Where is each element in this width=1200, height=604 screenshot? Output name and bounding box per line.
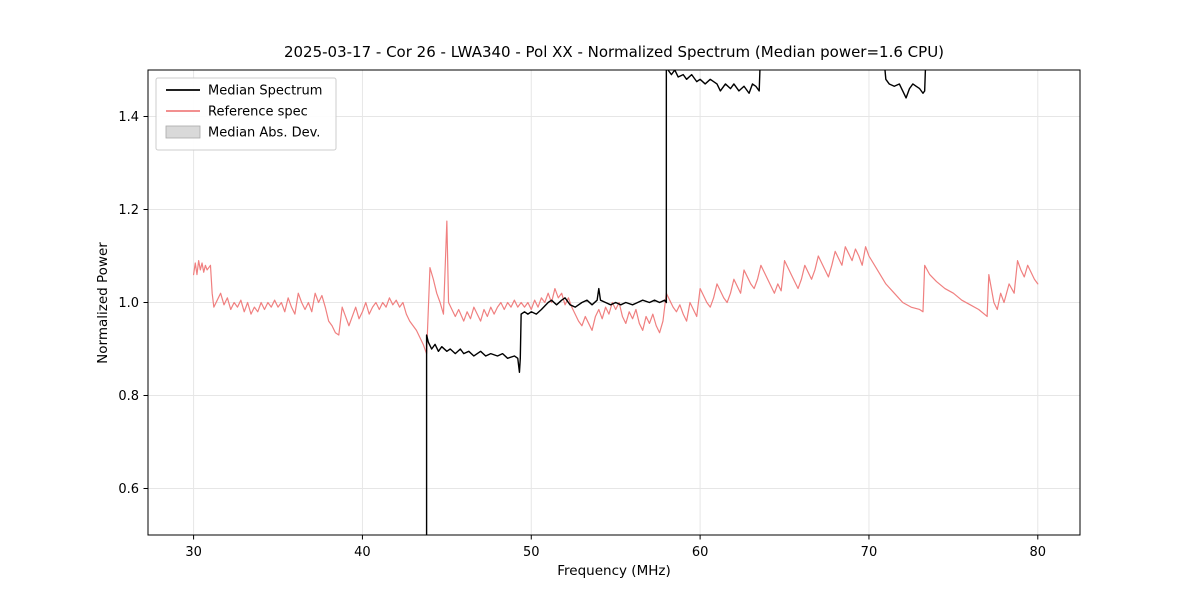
tick-layer: 30 40 50 60 70 80 0.6 0.8 1.0 1.2 1.4 — [118, 110, 1046, 560]
series-reference-spec — [192, 220, 1039, 355]
legend-label: Median Spectrum — [208, 84, 322, 99]
chart-title: 2025-03-17 - Cor 26 - LWA340 - Pol XX - … — [284, 43, 944, 61]
y-tick-label: 0.6 — [118, 482, 139, 497]
legend-entry-median-spectrum: Median Spectrum — [166, 84, 322, 99]
x-tick-label: 60 — [692, 545, 709, 560]
legend-box — [155, 77, 337, 151]
x-tick-label: 30 — [185, 545, 202, 560]
legend: Median Spectrum Reference spec Median Abs.… — [155, 77, 337, 151]
x-tick-label: 80 — [1030, 545, 1047, 560]
y-tick-label: 1.2 — [118, 203, 139, 218]
legend-label: Reference spec — [208, 105, 308, 120]
y-axis-label: Normalized Power — [95, 242, 111, 364]
x-tick-label: 50 — [523, 545, 540, 560]
x-tick-label: 40 — [354, 545, 371, 560]
x-tick-label: 70 — [861, 545, 878, 560]
series-median-spectrum — [425, 70, 927, 535]
median-abs-dev-patch-icon — [165, 125, 201, 139]
y-tick-label: 1.0 — [118, 296, 139, 311]
y-tick-label: 0.8 — [118, 389, 139, 404]
legend-entry-reference-spec: Reference spec — [166, 105, 308, 120]
y-tick-label: 1.4 — [118, 110, 139, 125]
x-axis-label: Frequency (MHz) — [557, 563, 670, 579]
series-layer — [192, 70, 1039, 535]
legend-label: Median Abs. Dev. — [208, 126, 320, 141]
legend-entry-median-abs-dev: Median Abs. Dev. — [165, 125, 320, 141]
